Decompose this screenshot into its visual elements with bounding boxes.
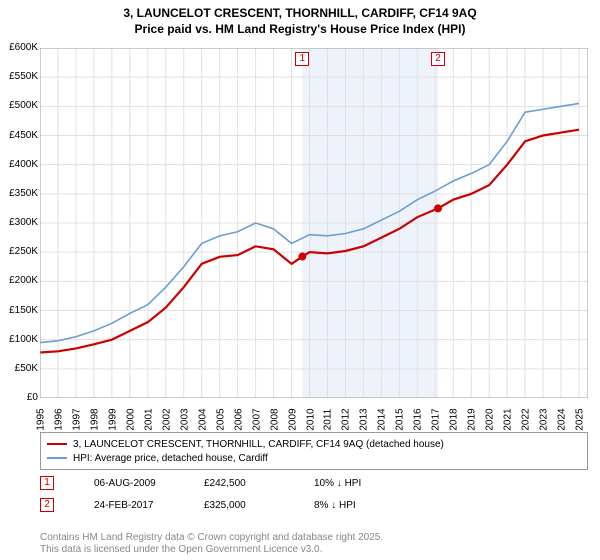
x-tick-label: 2016 (413, 408, 424, 430)
x-tick-label: 2014 (377, 408, 388, 430)
y-tick-label: £300K (0, 217, 38, 228)
chart-area (40, 48, 588, 398)
x-tick-label: 1997 (72, 408, 83, 430)
annotation-marker-1: 1 (40, 476, 54, 490)
y-tick-label: £350K (0, 188, 38, 199)
y-tick-label: £200K (0, 275, 38, 286)
legend: 3, LAUNCELOT CRESCENT, THORNHILL, CARDIF… (40, 432, 588, 470)
x-tick-label: 2000 (125, 408, 136, 430)
legend-swatch-hpi (47, 457, 67, 459)
title-line2: Price paid vs. HM Land Registry's House … (0, 22, 600, 38)
x-tick-label: 2006 (233, 408, 244, 430)
annotation-date-1: 06-AUG-2009 (94, 478, 164, 489)
y-tick-label: £250K (0, 246, 38, 257)
annotation-price-2: £325,000 (204, 500, 274, 511)
x-tick-label: 2013 (359, 408, 370, 430)
x-tick-label: 2001 (143, 408, 154, 430)
footer-line2: This data is licensed under the Open Gov… (40, 544, 383, 556)
legend-swatch-property (47, 443, 67, 445)
legend-label-property: 3, LAUNCELOT CRESCENT, THORNHILL, CARDIF… (73, 439, 444, 450)
x-tick-label: 2023 (539, 408, 550, 430)
x-tick-label: 2009 (287, 408, 298, 430)
annotation-delta-1: 10% ↓ HPI (314, 478, 384, 489)
x-tick-label: 2011 (323, 409, 334, 431)
y-tick-label: £500K (0, 100, 38, 111)
chart-title: 3, LAUNCELOT CRESCENT, THORNHILL, CARDIF… (0, 0, 600, 37)
x-tick-label: 2007 (251, 408, 262, 430)
x-tick-label: 2022 (521, 408, 532, 430)
x-tick-label: 2008 (269, 408, 280, 430)
y-tick-label: £400K (0, 159, 38, 170)
y-tick-label: £0 (0, 392, 38, 403)
x-tick-label: 1999 (107, 408, 118, 430)
annotation-row-1: 1 06-AUG-2009 £242,500 10% ↓ HPI (40, 476, 588, 490)
annotation-date-2: 24-FEB-2017 (94, 500, 164, 511)
annotation-marker-2: 2 (40, 498, 54, 512)
x-tick-label: 1995 (36, 408, 47, 430)
x-tick-label: 2024 (557, 408, 568, 430)
x-tick-label: 2005 (215, 408, 226, 430)
sale-marker-box: 2 (431, 52, 445, 66)
legend-row-property: 3, LAUNCELOT CRESCENT, THORNHILL, CARDIF… (47, 437, 581, 451)
legend-row-hpi: HPI: Average price, detached house, Card… (47, 451, 581, 465)
y-tick-label: £600K (0, 42, 38, 53)
y-tick-label: £50K (0, 363, 38, 374)
x-tick-label: 1996 (54, 408, 65, 430)
footer: Contains HM Land Registry data © Crown c… (40, 532, 383, 556)
legend-label-hpi: HPI: Average price, detached house, Card… (73, 453, 268, 464)
y-tick-label: £450K (0, 130, 38, 141)
x-tick-label: 2010 (305, 408, 316, 430)
chart-container: 3, LAUNCELOT CRESCENT, THORNHILL, CARDIF… (0, 0, 600, 560)
x-tick-label: 2020 (485, 408, 496, 430)
x-tick-label: 2018 (449, 408, 460, 430)
y-tick-label: £150K (0, 305, 38, 316)
x-tick-label: 2017 (431, 408, 442, 430)
chart-svg (40, 48, 588, 398)
title-line1: 3, LAUNCELOT CRESCENT, THORNHILL, CARDIF… (0, 6, 600, 22)
x-tick-label: 2019 (467, 408, 478, 430)
y-tick-label: £550K (0, 71, 38, 82)
x-tick-label: 2012 (341, 408, 352, 430)
x-tick-label: 2002 (161, 408, 172, 430)
annotation-price-1: £242,500 (204, 478, 274, 489)
footer-line1: Contains HM Land Registry data © Crown c… (40, 532, 383, 544)
y-tick-label: £100K (0, 334, 38, 345)
annotation-row-2: 2 24-FEB-2017 £325,000 8% ↓ HPI (40, 498, 588, 512)
x-tick-label: 2021 (503, 408, 514, 430)
sale-marker-box: 1 (295, 52, 309, 66)
x-tick-label: 2025 (575, 408, 586, 430)
x-tick-label: 2003 (179, 408, 190, 430)
x-tick-label: 2015 (395, 408, 406, 430)
x-tick-label: 1998 (90, 408, 101, 430)
x-tick-label: 2004 (197, 408, 208, 430)
annotation-delta-2: 8% ↓ HPI (314, 500, 384, 511)
